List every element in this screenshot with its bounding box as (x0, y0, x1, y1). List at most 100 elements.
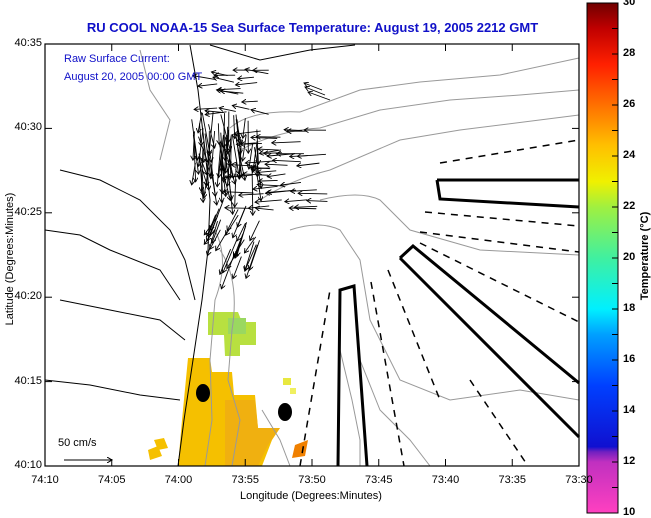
station-markers (196, 384, 292, 421)
x-tick-label: 74:05 (97, 474, 126, 486)
current-vector (226, 214, 239, 235)
current-vector (198, 112, 203, 133)
figure-title: RU COOL NOAA-15 Sea Surface Temperature:… (86, 20, 539, 35)
axis-ticks (44, 43, 580, 467)
current-vector (191, 119, 198, 160)
current-vector (237, 222, 246, 241)
current-vector (307, 201, 328, 202)
current-vector (223, 240, 238, 272)
current-vector (249, 240, 260, 270)
colorbar-tick-label: 18 (623, 302, 636, 314)
current-vector (194, 108, 218, 109)
current-vector (305, 87, 326, 96)
current-vector (246, 244, 258, 278)
y-tick-label: 40:10 (14, 459, 42, 471)
current-vector (238, 77, 255, 79)
current-vector (218, 89, 241, 90)
current-vector (250, 220, 260, 241)
current-vector (243, 174, 269, 175)
current-vector (224, 125, 225, 160)
current-vector (219, 134, 224, 178)
current-vector (235, 119, 241, 144)
current-vector (198, 84, 218, 86)
colorbar-tick-label: 30 (623, 0, 636, 8)
y-tick-label: 40:15 (14, 374, 42, 387)
station-marker (278, 403, 292, 421)
current-vector (258, 149, 279, 150)
current-vector (267, 154, 295, 157)
current-vector (235, 225, 247, 258)
current-vector (234, 115, 235, 138)
current-vector (210, 164, 215, 196)
current-vector (308, 92, 331, 101)
current-vector (251, 167, 270, 168)
current-vector (212, 219, 222, 243)
current-vector (256, 137, 281, 138)
current-vector (226, 175, 253, 177)
current-vector (242, 101, 258, 102)
colorbar-tick-label: 14 (623, 404, 636, 416)
x-tick-label: 74:10 (31, 474, 59, 486)
current-vector (225, 208, 251, 209)
current-vector (244, 236, 257, 253)
current-vector (218, 123, 219, 144)
current-vector (245, 69, 269, 75)
current-vector (224, 136, 233, 179)
current-vector (267, 174, 286, 177)
current-vector (259, 149, 282, 154)
x-tick-label: 73:50 (298, 474, 326, 486)
current-vector (205, 112, 227, 115)
current-vector (255, 208, 274, 210)
current-vector (210, 208, 220, 231)
current-vector (232, 105, 250, 110)
current-vector (242, 134, 247, 161)
current-vector (234, 130, 261, 134)
current-vector (193, 76, 216, 80)
current-vector (289, 208, 317, 209)
current-vector (210, 229, 221, 249)
x-tick-label: 73:30 (565, 474, 593, 486)
current-vector (253, 185, 278, 189)
y-tick-label: 40:20 (14, 290, 42, 303)
colorbar-tick-label: 10 (623, 506, 636, 518)
current-vector (249, 144, 254, 169)
current-vector (235, 162, 237, 207)
current-vector (243, 118, 246, 138)
transect-lines (299, 139, 581, 467)
current-vector (304, 83, 323, 91)
x-tick-label: 73:40 (431, 474, 460, 486)
current-label: Raw Surface Current: (64, 53, 170, 65)
current-vector (272, 142, 301, 143)
current-time: August 20, 2005 00:00 GMT (64, 71, 203, 83)
current-vector (273, 160, 301, 161)
colorbar-tick-label: 24 (623, 149, 636, 161)
current-vector (213, 77, 234, 83)
x-tick-label: 73:55 (231, 474, 260, 486)
current-vector (298, 193, 328, 194)
current-vector (233, 256, 242, 279)
current-vector (285, 200, 308, 202)
current-vector (297, 154, 326, 156)
current-vector (221, 91, 244, 93)
current-vector (239, 194, 264, 196)
current-vector (220, 114, 231, 152)
current-vector (198, 128, 204, 166)
current-vector (265, 164, 288, 165)
current-vector (259, 180, 278, 181)
colorbar-ticks (612, 2, 618, 514)
coastline (44, 44, 356, 467)
station-marker (196, 384, 210, 402)
colorbar-tick-label: 26 (623, 98, 636, 110)
current-vector (220, 248, 232, 274)
current-vector (235, 133, 242, 176)
x-axis-title: Longitude (Degrees:Minutes) (240, 490, 382, 502)
scale-label: 50 cm/s (58, 437, 97, 449)
colorbar-tick-label: 16 (623, 353, 636, 365)
current-vector (231, 134, 238, 174)
current-vector (245, 244, 257, 271)
colorbar-tick-label: 12 (623, 455, 636, 467)
colorbar-title: Temperature (°C) (639, 211, 651, 301)
y-tick-label: 40:35 (14, 37, 42, 49)
current-vector (233, 208, 246, 238)
